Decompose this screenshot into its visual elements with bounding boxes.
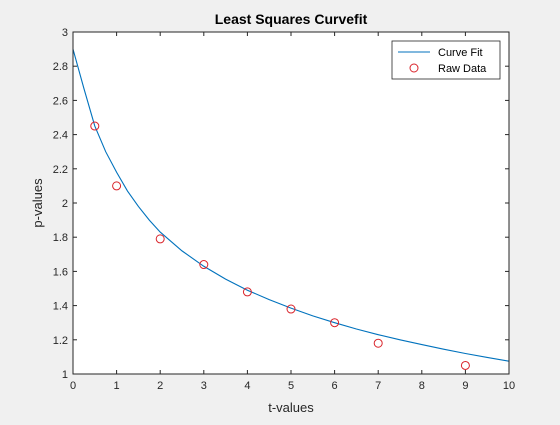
y-tick-label: 1.4 — [53, 301, 68, 313]
x-tick-label: 3 — [201, 380, 207, 392]
raw-data-point — [460, 360, 470, 370]
y-tick-label: 3 — [62, 27, 68, 39]
raw-data-point — [286, 304, 296, 314]
raw-data-point — [373, 338, 383, 348]
x-tick-label: 10 — [503, 380, 515, 392]
x-tick-label: 6 — [332, 380, 338, 392]
raw-data-point — [112, 181, 122, 191]
raw-data-point — [199, 260, 209, 270]
raw-data-point — [242, 287, 252, 297]
x-tick-label: 0 — [70, 380, 76, 392]
legend: Curve Fit Raw Data — [391, 40, 501, 80]
y-tick-label: 2.6 — [53, 95, 68, 107]
y-tick-label: 2 — [62, 198, 68, 210]
x-tick-label: 9 — [462, 380, 468, 392]
y-tick-label: 1.2 — [53, 335, 68, 347]
x-axis-ticks: 0 1 2 3 4 5 6 7 8 9 10 — [70, 32, 515, 392]
x-tick-label: 4 — [244, 380, 250, 392]
legend-raw-data-swatch — [409, 63, 419, 73]
y-tick-label: 2.2 — [53, 164, 68, 176]
legend-curve-fit-label: Curve Fit — [438, 47, 483, 59]
plot-area — [73, 32, 509, 374]
x-tick-label: 8 — [419, 380, 425, 392]
y-tick-label: 2.8 — [53, 61, 68, 73]
curve-fit-line — [72, 48, 510, 362]
x-tick-label: 7 — [375, 380, 381, 392]
x-axis-label: t-values — [268, 400, 314, 415]
x-tick-label: 5 — [288, 380, 294, 392]
y-tick-label: 1 — [62, 369, 68, 381]
x-tick-label: 2 — [157, 380, 163, 392]
y-axis-label: p-values — [30, 178, 45, 228]
y-tick-label: 2.4 — [53, 130, 68, 142]
raw-data-point — [155, 234, 165, 244]
y-tick-label: 1.8 — [53, 232, 68, 244]
y-axis-ticks: 1 1.2 1.4 1.6 1.8 2 2.2 2.4 2.6 2.8 3 — [53, 27, 509, 381]
legend-box — [391, 40, 501, 80]
raw-data-point — [90, 121, 100, 131]
marker-layer — [90, 121, 470, 370]
legend-raw-data-label: Raw Data — [438, 63, 487, 75]
raw-data-point — [330, 318, 340, 328]
chart-title: Least Squares Curvefit — [215, 11, 368, 27]
y-tick-label: 1.6 — [53, 266, 68, 278]
curve-layer — [72, 48, 510, 362]
x-tick-label: 1 — [114, 380, 120, 392]
